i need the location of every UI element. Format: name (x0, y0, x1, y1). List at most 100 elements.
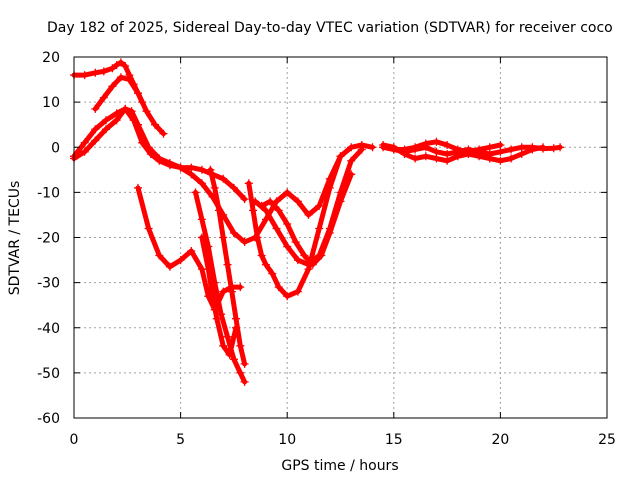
data-point (191, 188, 200, 197)
data-series-group (70, 58, 147, 107)
data-point (411, 154, 420, 163)
data-point (159, 129, 168, 138)
data-point (197, 179, 206, 188)
data-point (215, 206, 223, 215)
data-point (453, 145, 462, 154)
data-point (274, 206, 283, 215)
data-series-group (91, 73, 168, 138)
data-point (496, 141, 505, 149)
data-point (232, 314, 240, 323)
data-point (293, 256, 302, 265)
data-point (432, 137, 441, 146)
data-point (304, 210, 313, 219)
data-point (443, 156, 452, 165)
data-point (507, 145, 516, 154)
data-point (517, 150, 526, 158)
data-point (212, 314, 221, 323)
data-point (268, 269, 277, 278)
data-point (317, 251, 326, 260)
data-point (134, 183, 142, 192)
data-point (108, 64, 117, 73)
data-point (204, 265, 213, 274)
y-tick-label: -10 (37, 185, 60, 201)
data-point (208, 292, 217, 301)
data-series-group (134, 183, 245, 314)
data-point (240, 377, 249, 386)
y-tick-label: 0 (51, 140, 60, 156)
data-point (116, 58, 125, 67)
data-point (225, 350, 234, 359)
data-point (496, 147, 505, 156)
data-point (507, 154, 516, 163)
data-point (229, 229, 238, 237)
data-point (244, 179, 253, 188)
data-point (291, 238, 300, 246)
data-point (443, 141, 452, 149)
data-point (274, 283, 283, 292)
data-point (336, 152, 345, 161)
data-point (257, 251, 266, 260)
data-point (261, 260, 270, 269)
data-point (432, 147, 441, 156)
data-point (293, 197, 302, 206)
y-tick-label: 10 (42, 95, 60, 111)
data-point (99, 93, 108, 102)
data-point (229, 355, 238, 364)
data-point (99, 67, 108, 76)
data-point (112, 61, 121, 70)
data-point (125, 75, 134, 84)
data-point (325, 183, 334, 192)
x-tick-label: 10 (278, 432, 296, 448)
data-point (421, 139, 430, 148)
data-point (379, 141, 388, 149)
data-point (155, 251, 164, 260)
x-tick-label: 0 (70, 432, 79, 448)
data-point (134, 120, 142, 129)
data-point (155, 154, 164, 163)
data-point (249, 206, 258, 215)
data-point (272, 224, 281, 233)
data-point (283, 188, 292, 197)
data-point (144, 224, 153, 233)
data-point (176, 256, 185, 265)
data-point (165, 159, 174, 167)
data-point (80, 138, 89, 147)
data-point (453, 152, 462, 161)
data-point (528, 145, 537, 154)
data-point (102, 125, 110, 134)
data-point (165, 262, 174, 271)
data-point (293, 287, 302, 296)
data-point (240, 195, 249, 204)
data-point (421, 152, 430, 161)
data-series-group (389, 137, 505, 156)
data-point (108, 82, 117, 91)
y-tick-label: -20 (37, 231, 60, 247)
data-series-group (257, 170, 356, 269)
data-point (236, 283, 245, 292)
data-point (464, 147, 473, 156)
data-point (475, 152, 484, 161)
y-axis-label: SDTVAR / TECUs (7, 181, 23, 296)
data-point (121, 104, 130, 113)
data-point (142, 107, 151, 116)
y-tick-label: -30 (37, 276, 60, 292)
data-series (70, 58, 565, 386)
data-point (266, 197, 275, 206)
data-point (443, 150, 452, 158)
data-point (219, 174, 228, 183)
y-tick-label: -60 (37, 411, 60, 427)
data-point (116, 73, 125, 82)
data-point (261, 206, 270, 215)
x-tick-label: 20 (491, 432, 509, 448)
y-tick-label: -50 (37, 366, 60, 382)
data-point (187, 163, 196, 172)
data-point (176, 163, 185, 172)
data-point (80, 147, 89, 156)
data-point (368, 143, 377, 152)
series-line (135, 185, 243, 313)
tick-labels: 0 5 10 15 20 25 -60 -50 -40 -30 -20 -10 0 10 20 (37, 50, 616, 448)
data-point (80, 71, 89, 80)
data-point (127, 107, 136, 116)
data-point (236, 341, 245, 350)
